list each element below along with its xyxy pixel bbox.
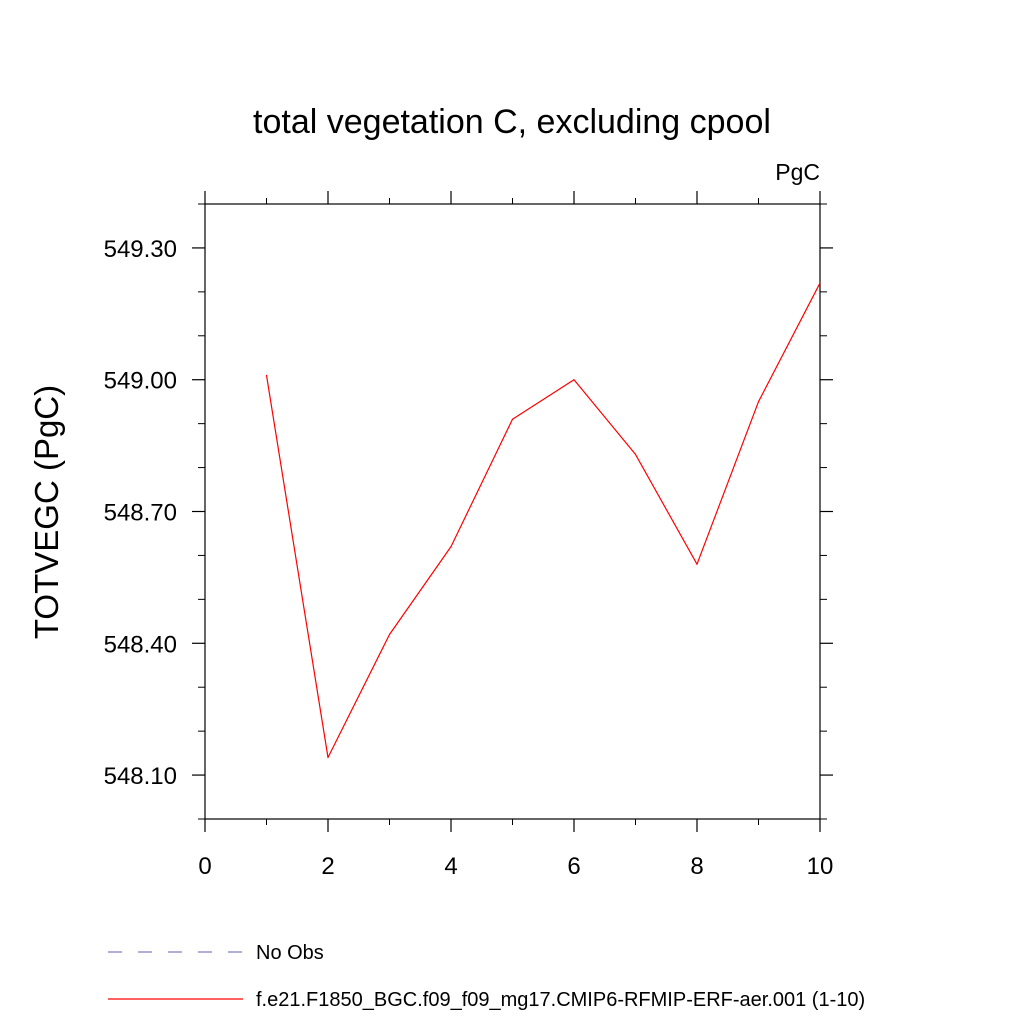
y-axis-label: TOTVEGC (PgC) xyxy=(28,385,65,639)
data-point xyxy=(757,401,760,403)
x-tick-label: 2 xyxy=(321,853,334,880)
y-tick-label: 548.70 xyxy=(104,500,177,527)
data-point xyxy=(573,379,575,381)
x-tick-label: 8 xyxy=(690,853,703,880)
series-line xyxy=(265,282,821,759)
y-tick-label: 549.30 xyxy=(104,236,177,263)
units-label: PgC xyxy=(775,159,820,185)
data-point xyxy=(511,418,514,420)
x-tick-label: 4 xyxy=(444,853,457,880)
plot-frame xyxy=(204,203,821,820)
legend-label: f.e21.F1850_BGC.f09_f09_mg17.CMIP6-RFMIP… xyxy=(256,989,865,1011)
data-point xyxy=(819,282,821,284)
x-tick-label: 0 xyxy=(198,853,211,880)
y-tick-label: 549.00 xyxy=(104,368,177,395)
y-tick-label: 548.10 xyxy=(104,763,177,790)
data-point xyxy=(634,453,637,455)
y-tick-label: 548.40 xyxy=(104,631,177,658)
data-point xyxy=(388,633,391,636)
x-tick-label: 6 xyxy=(567,853,580,880)
legend-label: No Obs xyxy=(256,942,324,964)
data-point xyxy=(450,546,452,548)
series-layer xyxy=(265,282,821,759)
data-point xyxy=(696,563,698,565)
chart-title: total vegetation C, excluding cpool xyxy=(253,103,771,141)
data-point xyxy=(265,374,268,376)
data-point xyxy=(327,756,329,759)
legend: No Obs f.e21.F1850_BGC.f09_f09_mg17.CMIP6… xyxy=(108,942,865,1011)
axis-ticks: 0 2 4 6 8 10 548.10 548.40 548.70 549.00 549.30 xyxy=(104,191,834,880)
x-tick-label: 10 xyxy=(807,853,834,880)
